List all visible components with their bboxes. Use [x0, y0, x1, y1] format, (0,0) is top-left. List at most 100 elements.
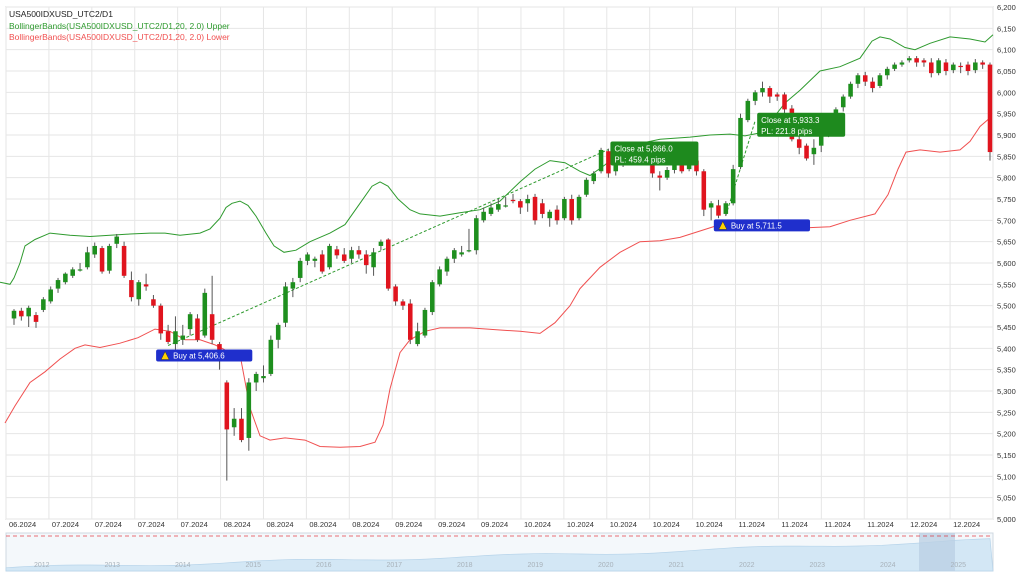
navigator-year-label: 2016: [316, 562, 332, 569]
buy-marker-label: Buy at 5,711.5: [731, 221, 783, 230]
candle-body: [481, 211, 486, 221]
x-axis: 06.2024 07.2024 07.2024 07.2024 07.2024 08.20…: [9, 520, 980, 529]
x-tick-label: 09.2024: [438, 520, 465, 529]
candle-body: [811, 147, 817, 155]
candle-body: [275, 324, 281, 340]
warning-icon: [718, 220, 728, 230]
candle-body: [407, 303, 413, 340]
candle-body: [562, 199, 567, 219]
y-tick-label: 5,900: [997, 131, 1016, 140]
navigator-year-label: 2013: [105, 562, 121, 569]
x-tick-label: 10.2024: [524, 520, 551, 529]
candle-body: [356, 250, 362, 255]
candle-body: [907, 58, 912, 61]
y-tick-label: 6,150: [997, 24, 1016, 33]
candle-body: [136, 282, 142, 300]
trade-markers: Buy at 5,406.6 Close at 5,866.0 PL: 459.4 …: [156, 112, 846, 362]
candle-body: [708, 203, 714, 208]
upper-band-line: [0, 34, 994, 285]
y-tick-label: 5,200: [997, 430, 1016, 439]
candle-body: [774, 94, 780, 97]
close-marker-label: Close at 5,866.0: [614, 145, 673, 154]
candle-body: [569, 199, 574, 221]
candle-body: [77, 269, 83, 271]
y-tick-label: 6,050: [997, 67, 1016, 76]
x-tick-label: 10.2024: [653, 520, 680, 529]
navigator-selection: [919, 533, 955, 571]
x-tick-label: 10.2024: [567, 520, 594, 529]
gridlines: [5, 6, 994, 520]
navigator-year-label: 2025: [951, 562, 967, 569]
candle-body: [165, 331, 171, 342]
candle-body: [745, 100, 751, 121]
candle-body: [606, 151, 611, 174]
candle-body: [518, 201, 523, 208]
candle-body: [121, 245, 127, 276]
y-tick-label: 6,100: [997, 46, 1016, 55]
candle-body: [474, 218, 479, 251]
x-tick-label: 07.2024: [95, 520, 122, 529]
candle-body: [929, 62, 934, 74]
candle-body: [327, 245, 332, 268]
candle-body: [452, 250, 457, 259]
candle-body: [738, 117, 743, 167]
navigator-year-label: 2017: [387, 562, 403, 569]
y-tick-label: 5,600: [997, 259, 1016, 268]
candle-body: [525, 199, 530, 204]
candle-body: [114, 236, 120, 244]
candle-body: [26, 307, 31, 317]
candle-body: [92, 245, 97, 255]
candle-body: [99, 248, 105, 272]
y-tick-label: 5,850: [997, 152, 1016, 161]
x-tick-label: 09.2024: [395, 520, 422, 529]
candle-body: [921, 60, 927, 63]
candle-body: [63, 273, 68, 283]
y-tick-label: 5,750: [997, 195, 1016, 204]
candle-body: [466, 250, 472, 252]
candle-body: [400, 301, 406, 306]
candle-body: [554, 209, 560, 221]
candle-body: [496, 204, 501, 210]
candle-body: [224, 382, 230, 430]
navigator-year-label: 2021: [669, 562, 685, 569]
candle-body: [19, 310, 24, 317]
candle-body: [679, 160, 685, 172]
x-tick-label: 07.2024: [138, 520, 165, 529]
x-tick-label: 11.2024: [781, 520, 808, 529]
close-marker: [610, 141, 699, 166]
candle-body: [268, 339, 274, 374]
candle-body: [202, 292, 208, 336]
navigator[interactable]: 2012 2013 2014 2015 2016 2017 2018 2019 2020 2021…: [5, 532, 994, 572]
candle-body: [767, 88, 773, 97]
candle-body: [840, 96, 846, 108]
buy-marker-label: Buy at 5,406.6: [173, 352, 225, 361]
warning-icon: [160, 350, 170, 360]
x-tick-label: 08.2024: [352, 520, 379, 529]
candle-body: [892, 64, 897, 69]
buy-marker: [713, 219, 811, 232]
x-tick-label: 11.2024: [824, 520, 851, 529]
legend: USA500IDXUSD_UTC2/D1 BollingerBands(USA5…: [9, 9, 230, 42]
candle-body: [341, 254, 347, 261]
x-tick-label: 08.2024: [266, 520, 293, 529]
candle-body: [107, 245, 112, 271]
candle-body: [459, 252, 464, 255]
navigator-year-label: 2018: [457, 562, 473, 569]
x-tick-label: 07.2024: [52, 520, 79, 529]
candle-body: [385, 239, 391, 289]
y-tick-label: 5,050: [997, 494, 1016, 503]
candle-body: [444, 258, 450, 272]
navigator-year-label: 2015: [246, 562, 262, 569]
candle-body: [716, 205, 721, 216]
close-marker-pl: PL: 459.4 pips: [614, 156, 665, 165]
x-tick-label: 11.2024: [739, 520, 766, 529]
close-marker: [757, 112, 846, 137]
legend-lower-band: BollingerBands(USA500IDXUSD_UTC2/D1,20, …: [9, 32, 230, 42]
candle-body: [253, 373, 259, 383]
y-tick-label: 5,800: [997, 174, 1016, 183]
x-tick-label: 06.2024: [9, 520, 36, 529]
candle-body: [143, 284, 149, 287]
y-tick-label: 5,350: [997, 366, 1016, 375]
